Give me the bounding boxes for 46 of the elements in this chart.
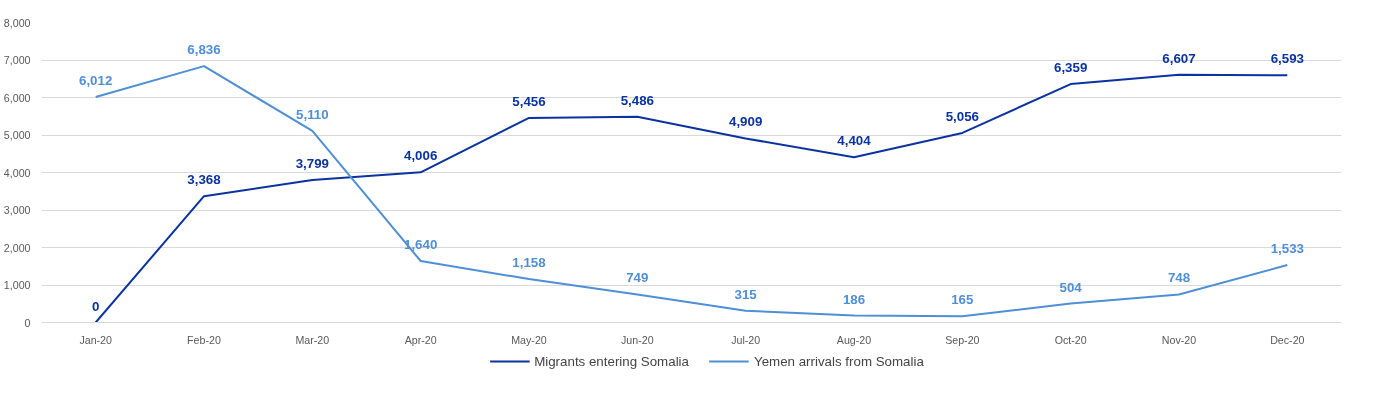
x-tick-label: Jul-20: [731, 333, 761, 346]
data-label: 5,110: [296, 106, 329, 122]
data-label: 749: [626, 270, 649, 286]
x-tick-label: May-20: [511, 333, 547, 346]
data-label: 5,486: [620, 92, 655, 108]
x-tick-label: Feb-20: [187, 333, 221, 346]
data-label: 6,359: [1053, 60, 1088, 76]
y-tick-label: 4,000: [3, 166, 31, 179]
data-label: 6,593: [1270, 51, 1305, 67]
data-label: 504: [1059, 279, 1083, 295]
x-tick-label: Sep-20: [945, 333, 980, 346]
data-label: 315: [734, 286, 758, 302]
data-label: 165: [951, 292, 975, 308]
x-tick-label: Apr-20: [404, 333, 437, 346]
legend-label: Migrants entering Somalia: [534, 353, 689, 369]
data-label: 186: [842, 291, 866, 307]
data-label: 3,799: [295, 156, 330, 172]
data-label: 4,404: [837, 133, 872, 149]
y-tick-label: 6,000: [3, 91, 31, 104]
y-tick-label: 3,000: [3, 204, 31, 216]
y-tick-label: 1,000: [3, 279, 31, 291]
data-label: 0: [91, 298, 100, 314]
data-label: 6,012: [78, 73, 113, 89]
data-label: 6,607: [1162, 50, 1196, 66]
data-label: 6,836: [187, 42, 221, 58]
data-label: 1,158: [512, 255, 546, 271]
x-tick-label: Oct-20: [1054, 333, 1087, 346]
legend-label: Yemen arrivals from Somalia: [753, 353, 924, 369]
y-tick-label: 5,000: [3, 129, 31, 141]
data-label: 5,456: [512, 93, 546, 109]
x-tick-label: Jun-20: [621, 333, 654, 346]
x-tick-label: Mar-20: [295, 333, 330, 346]
data-label: 3,368: [187, 172, 221, 188]
y-tick-label: 7,000: [3, 54, 31, 66]
x-tick-label: Aug-20: [836, 333, 872, 346]
data-label: 5,056: [945, 108, 980, 124]
y-tick-label: 2,000: [3, 241, 31, 254]
data-label: 4,006: [403, 148, 438, 164]
data-label: 4,909: [728, 114, 763, 130]
y-tick-label: 0: [24, 316, 31, 329]
y-tick-label: 8,000: [3, 16, 31, 29]
data-label: 1,533: [1270, 241, 1305, 257]
x-tick-label: Nov-20: [1161, 333, 1197, 346]
x-tick-label: Dec-20: [1270, 333, 1305, 346]
data-label: 748: [1167, 270, 1191, 286]
x-tick-label: Jan-20: [79, 333, 113, 346]
